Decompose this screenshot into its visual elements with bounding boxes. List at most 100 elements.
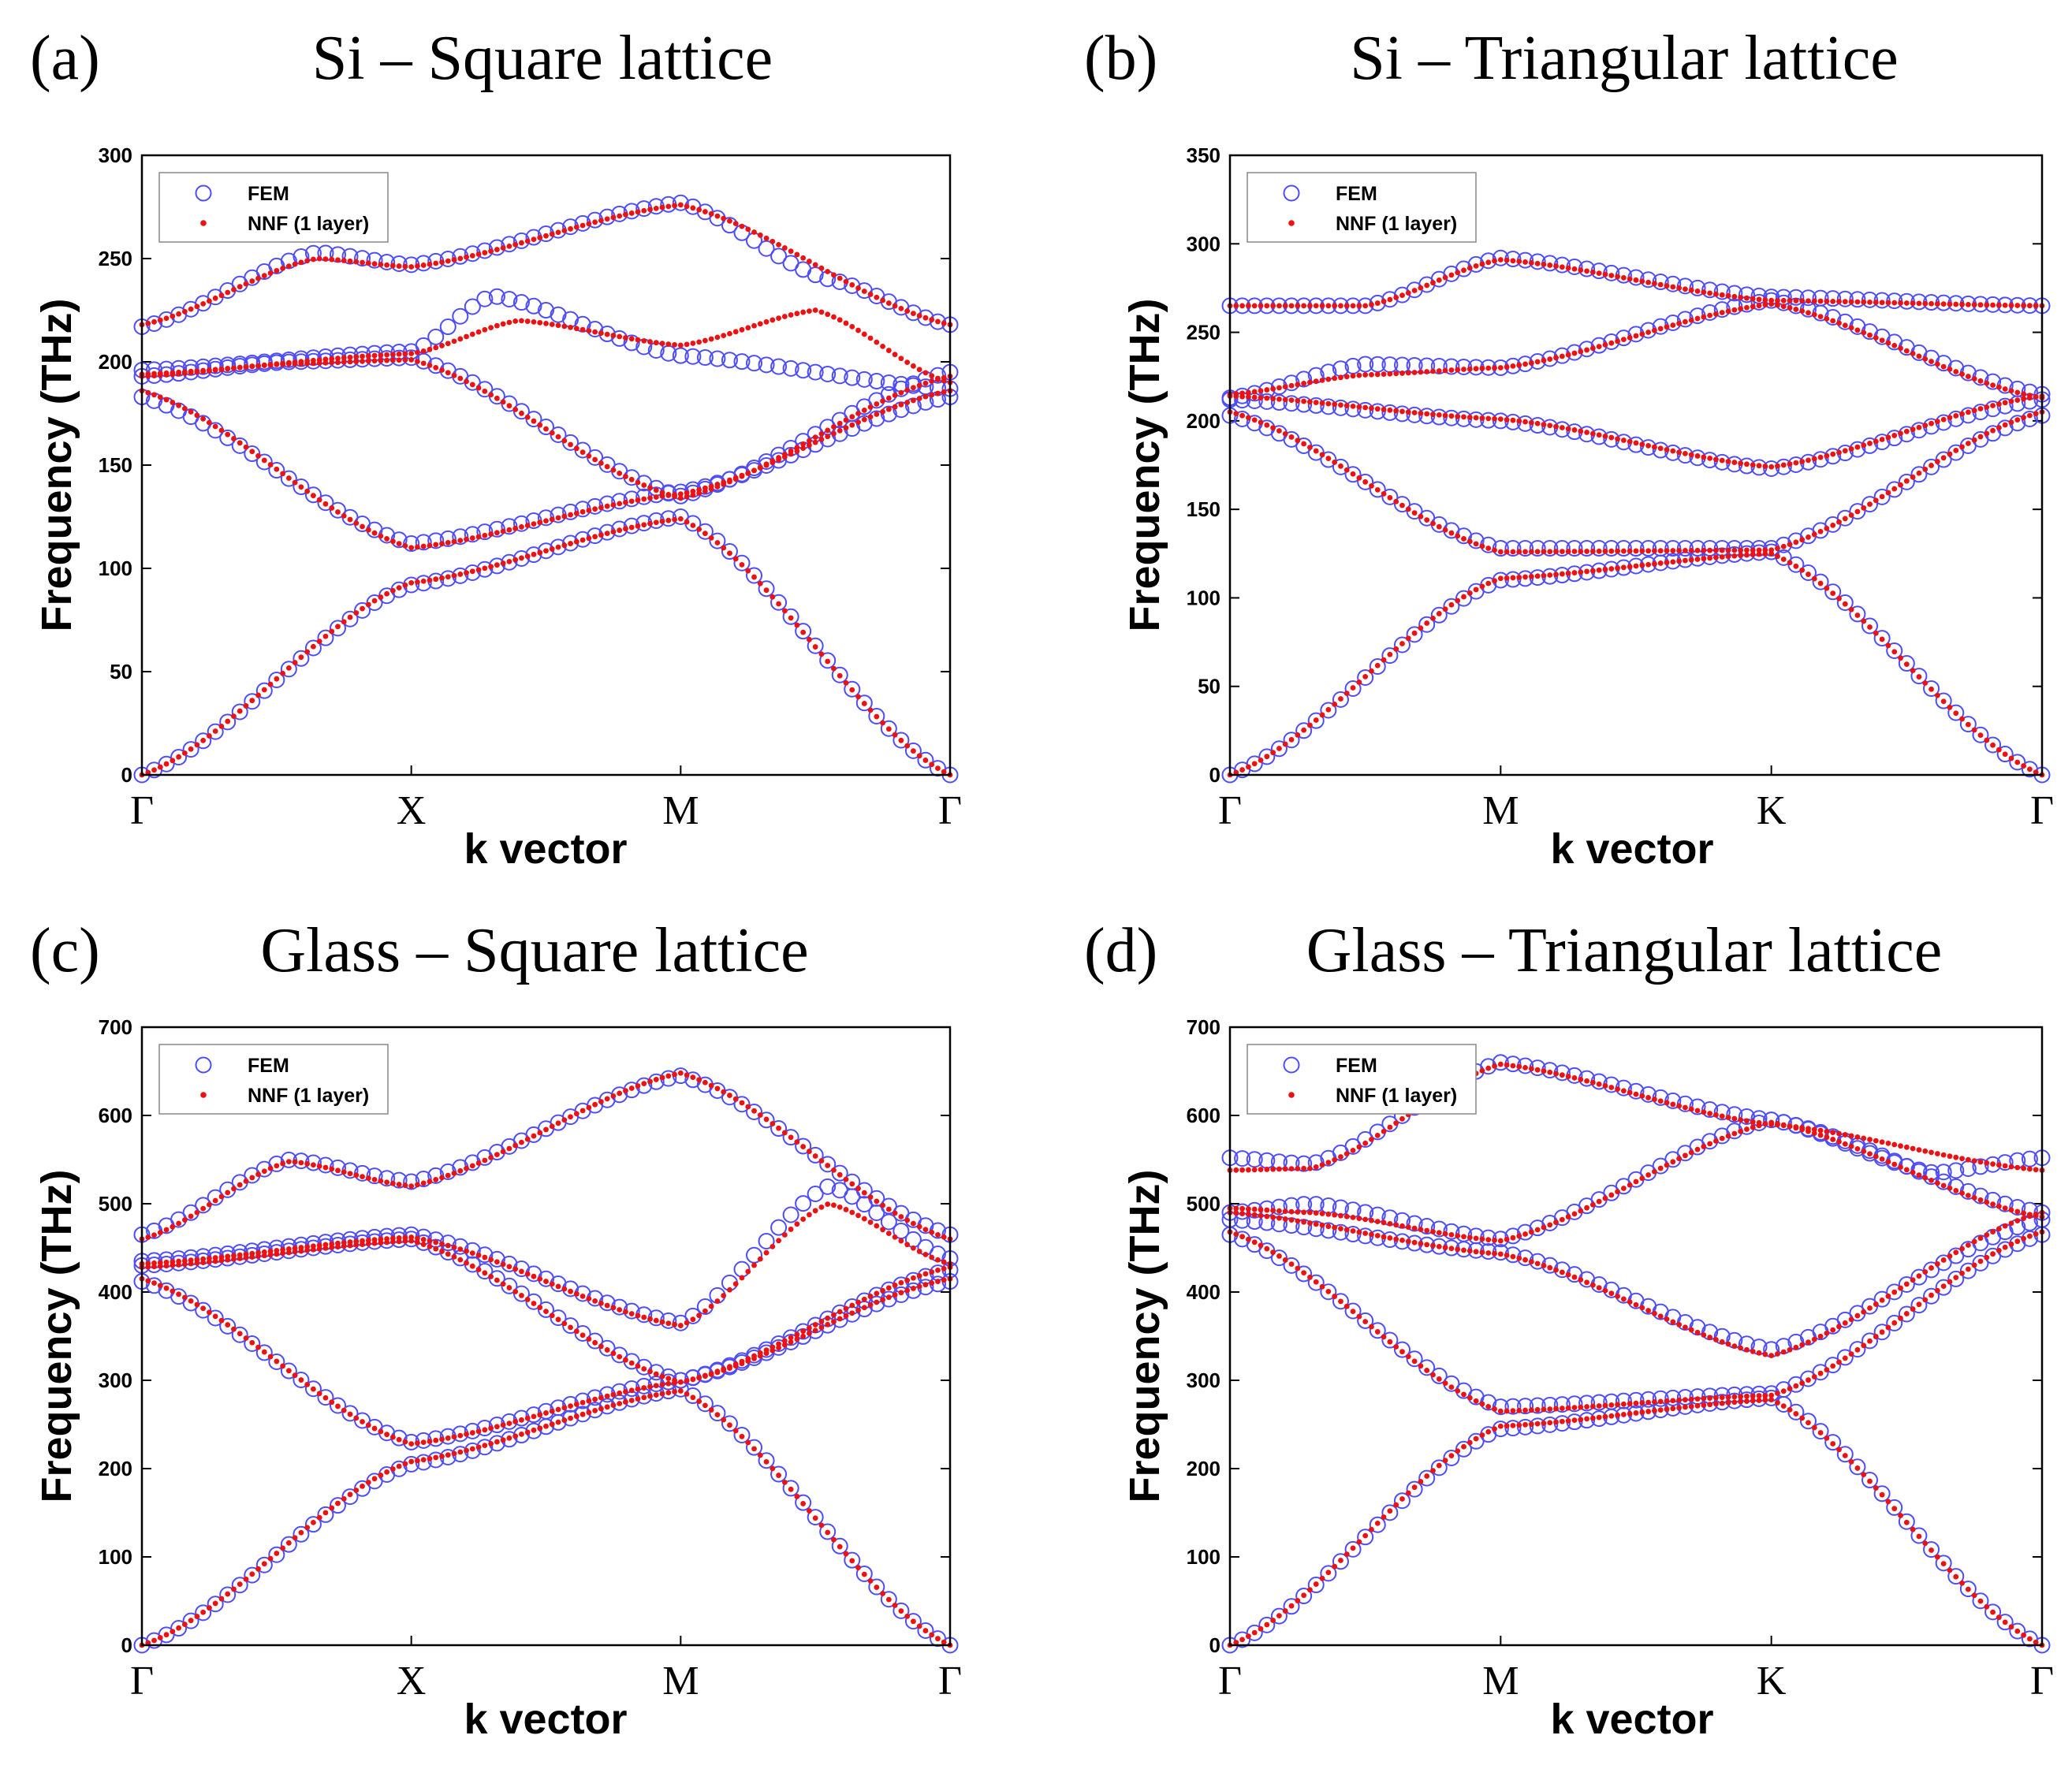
- nnf-point: [1627, 334, 1633, 341]
- nnf-point: [1916, 1172, 1922, 1179]
- fem-point: [1393, 1492, 1411, 1510]
- fem-point: [868, 707, 885, 724]
- nnf-point: [1707, 312, 1713, 318]
- kpoint-label: K: [1757, 788, 1787, 833]
- nnf-point: [506, 319, 512, 326]
- fem-point: [1270, 1198, 1288, 1216]
- nnf-point: [885, 406, 892, 412]
- nnf-point: [1282, 303, 1288, 309]
- nnf-point: [360, 259, 365, 266]
- nnf-point: [543, 1309, 549, 1315]
- nnf-point: [1903, 1281, 1910, 1287]
- nnf-point: [255, 1566, 261, 1572]
- nnf-point: [1559, 1072, 1565, 1078]
- nnf-point: [274, 1163, 280, 1169]
- nnf-point: [714, 1412, 721, 1418]
- nnf-point: [1984, 1232, 1990, 1238]
- nnf-point: [1806, 1339, 1811, 1346]
- nnf-point: [506, 1435, 512, 1441]
- fem-point: [1947, 704, 1965, 721]
- nnf-point: [1903, 1144, 1910, 1150]
- nnf-point: [353, 1238, 360, 1245]
- nnf-point: [231, 286, 237, 292]
- nnf-point: [573, 224, 579, 230]
- nnf-point: [732, 1281, 739, 1287]
- nnf-point: [807, 438, 812, 444]
- nnf-point: [1996, 747, 2002, 753]
- fem-point: [1320, 398, 1337, 415]
- fem-point: [1849, 605, 1866, 623]
- nnf-point: [1553, 1267, 1559, 1273]
- nnf-point: [163, 1632, 170, 1638]
- nnf-point: [500, 399, 506, 405]
- nnf-point: [1596, 548, 1602, 554]
- nnf-point: [1584, 1416, 1589, 1422]
- y-tick-label: 100: [99, 557, 132, 580]
- nnf-point: [353, 354, 360, 360]
- nnf-point: [579, 449, 586, 456]
- nnf-point: [1608, 548, 1615, 554]
- nnf-point: [610, 1305, 617, 1311]
- nnf-point: [867, 1578, 874, 1584]
- fem-point: [1590, 540, 1608, 557]
- nnf-point: [721, 1293, 727, 1298]
- nnf-point: [1947, 1185, 1953, 1191]
- nnf-point: [231, 1326, 237, 1332]
- nnf-point: [1251, 1212, 1258, 1218]
- fem-point: [439, 530, 457, 547]
- nnf-point: [353, 1488, 360, 1493]
- nnf-point: [218, 427, 225, 434]
- legend-nnf-label: NNF (1 layer): [248, 213, 369, 235]
- fem-point: [1787, 289, 1805, 306]
- fem-point: [782, 1129, 799, 1146]
- nnf-point: [475, 534, 482, 540]
- panel-title: Glass – Triangular lattice: [1306, 916, 1943, 985]
- nnf-point: [1578, 1417, 1584, 1423]
- nnf-point: [445, 1242, 451, 1249]
- nnf-point: [1288, 303, 1295, 309]
- nnf-point: [1436, 411, 1442, 418]
- fem-point: [819, 1523, 837, 1540]
- nnf-point: [274, 466, 280, 472]
- fem-point: [293, 1371, 310, 1388]
- nnf-point: [464, 570, 469, 576]
- nnf-point: [1510, 258, 1516, 264]
- nnf-point: [1713, 547, 1719, 553]
- nnf-point: [1492, 1238, 1497, 1243]
- nnf-point: [843, 1551, 849, 1557]
- nnf-point: [311, 1162, 316, 1168]
- fem-point: [893, 732, 910, 749]
- nnf-point: [360, 1174, 365, 1180]
- fem-point: [1923, 1541, 1940, 1558]
- nnf-point: [672, 1377, 677, 1383]
- nnf-point: [261, 362, 267, 368]
- nnf-point: [371, 352, 378, 359]
- nnf-point: [696, 490, 702, 497]
- nnf-point: [1602, 1083, 1608, 1089]
- nnf-point: [1510, 1063, 1516, 1069]
- nnf-point: [1541, 549, 1547, 555]
- nnf-point: [1258, 303, 1264, 309]
- nnf-point: [935, 1279, 941, 1284]
- nnf-point: [1620, 564, 1627, 571]
- fem-point: [1295, 1265, 1313, 1283]
- nnf-point: [1455, 1387, 1461, 1394]
- fem-point: [2009, 1622, 2026, 1640]
- nnf-point: [2014, 417, 2021, 423]
- kpoint-label: Γ: [1218, 788, 1242, 833]
- fem-point: [819, 365, 837, 382]
- nnf-point: [519, 1139, 524, 1145]
- nnf-point: [623, 474, 628, 479]
- nnf-point: [922, 315, 929, 321]
- nnf-point: [482, 532, 488, 538]
- nnf-point: [653, 1371, 659, 1377]
- nnf-point: [1824, 452, 1830, 459]
- nnf-band-5: [1227, 257, 2045, 309]
- nnf-point: [157, 764, 163, 770]
- nnf-point: [770, 317, 776, 323]
- nnf-point: [1861, 330, 1867, 336]
- y-axis-title: Frequency (THz): [1121, 298, 1168, 631]
- nnf-point: [916, 396, 922, 401]
- nnf-point: [684, 1320, 690, 1326]
